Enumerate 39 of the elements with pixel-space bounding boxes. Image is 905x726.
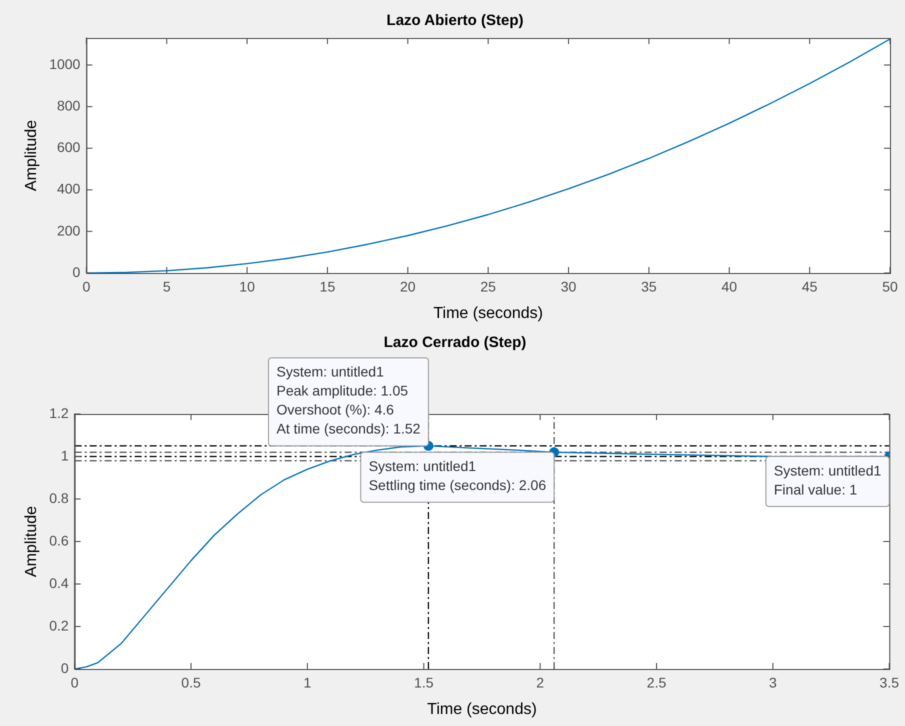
y-tick-label: 1	[60, 447, 69, 464]
y-tick-label: 0.4	[49, 574, 69, 591]
x-tick-label: 50	[882, 278, 898, 294]
x-tick-label: 0.5	[181, 674, 201, 690]
y-tick-label: 0.6	[49, 532, 69, 548]
x-tick-label: 1	[304, 674, 312, 690]
x-tick-label: 15	[320, 278, 336, 294]
x-tick-label: 20	[400, 278, 416, 294]
y-tick-label: 200	[56, 222, 81, 238]
annotation: System: untitled1 Final value: 1	[774, 462, 882, 498]
x-tick-label: 2	[536, 674, 544, 690]
y-tick-label: 600	[56, 139, 81, 156]
y-tick-label: 800	[56, 97, 81, 114]
x-tick-label: 30	[560, 278, 577, 294]
y-tick-label: 0	[60, 660, 69, 676]
x-tick-label: 3	[769, 674, 777, 690]
x-axis-title: Time (seconds)	[433, 304, 543, 322]
x-tick-label: 3.5	[880, 674, 900, 690]
x-tick-label: 35	[641, 278, 657, 294]
y-tick-label: 0	[72, 264, 81, 280]
x-tick-label: 5	[162, 278, 171, 294]
annotation: System: untitled1 Settling time (seconds): 2.06	[368, 458, 546, 494]
y-tick-label: 1.2	[49, 404, 69, 421]
x-tick-label: 10	[239, 278, 256, 294]
y-tick-label: 0.8	[49, 490, 69, 506]
annotation: System: untitled1 Peak amplitude: 1.05 Overshoot (%): 4.6 At time (seconds): 1.52	[276, 364, 421, 437]
x-tick-label: 1.5	[414, 674, 434, 690]
x-tick-label: 25	[480, 278, 496, 294]
x-tick-label: 45	[802, 278, 818, 294]
chart-title: Lazo Abierto (Step)	[386, 12, 524, 30]
x-axis-title: Time (seconds)	[427, 700, 537, 718]
y-axis-title: Amplitude	[23, 506, 40, 578]
x-tick-label: 40	[721, 278, 738, 294]
y-axis-title: Amplitude	[23, 120, 40, 192]
chart-title: Lazo Cerrado (Step)	[384, 334, 526, 352]
x-tick-label: 2.5	[646, 674, 666, 690]
y-tick-label: 0.2	[49, 617, 69, 634]
y-tick-label: 1000	[49, 56, 81, 72]
y-tick-label: 400	[56, 180, 81, 197]
